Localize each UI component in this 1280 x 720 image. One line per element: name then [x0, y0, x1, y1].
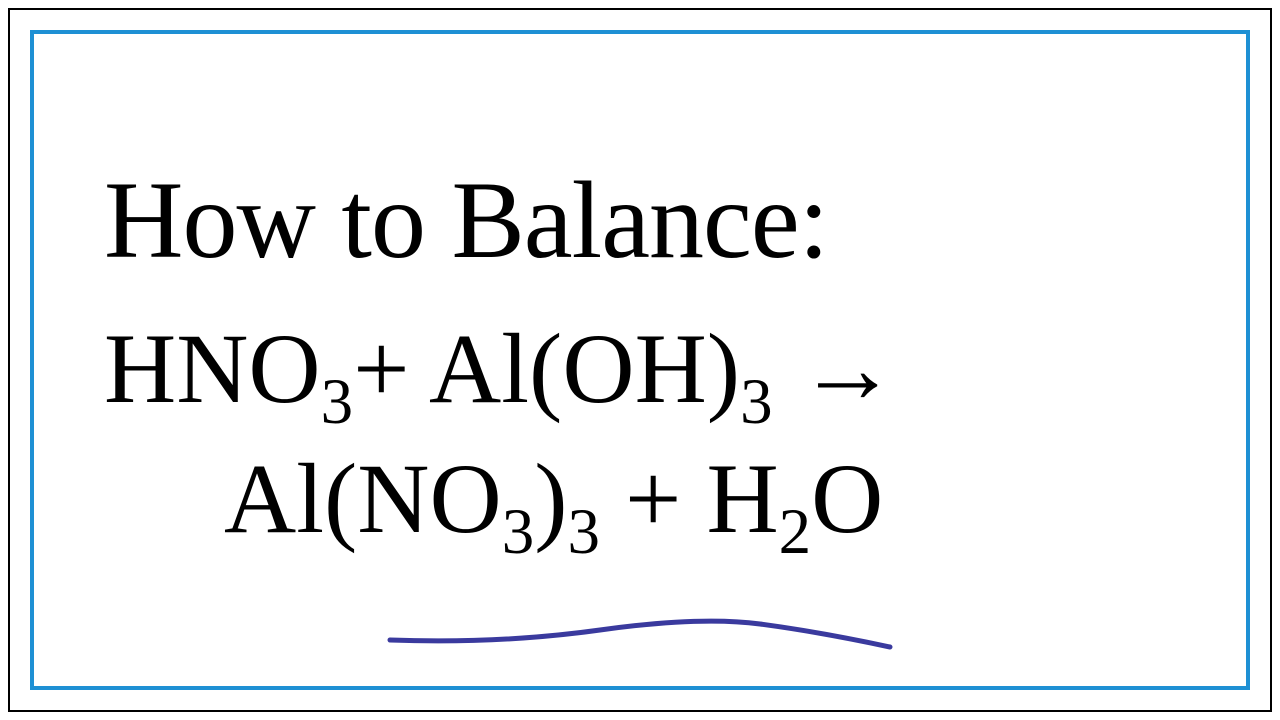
product-1: Al(NO3)3: [224, 443, 600, 554]
reactant-1: HNO3: [104, 313, 353, 424]
content-frame: How to Balance: HNO3+ Al(OH)3 → Al(NO3)3…: [30, 30, 1250, 690]
title-text: How to Balance:: [104, 157, 1186, 284]
arrow-icon: →: [798, 304, 898, 434]
reactant-2: Al(OH)3: [429, 313, 773, 424]
product-2: H2O: [706, 443, 883, 554]
underline-squiggle: [380, 602, 900, 652]
equation-line-1: HNO3+ Al(OH)3 →: [104, 304, 1186, 434]
plus-1: +: [353, 313, 429, 424]
equation-line-2: Al(NO3)3 + H2O: [224, 434, 1186, 564]
plus-2: +: [625, 443, 681, 554]
